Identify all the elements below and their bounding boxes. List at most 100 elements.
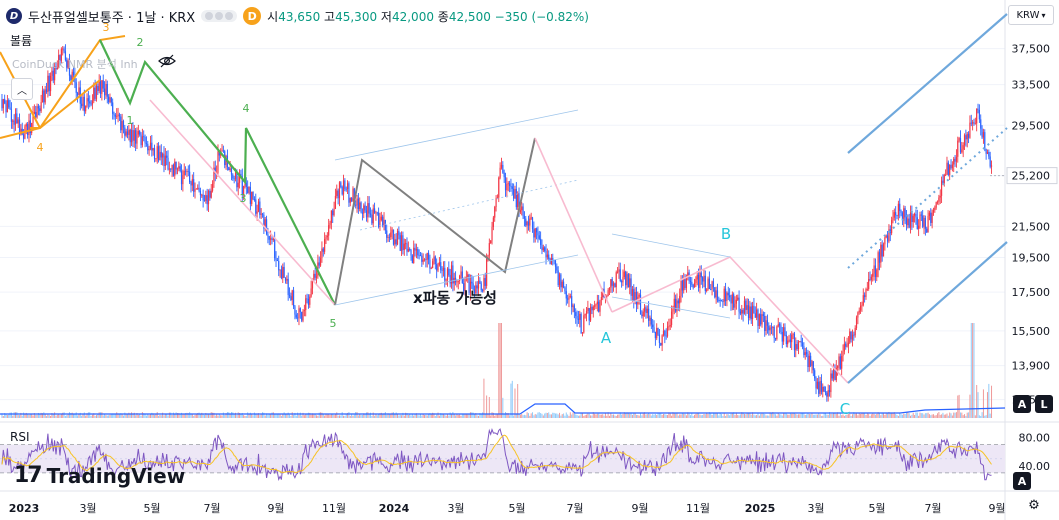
candle-body xyxy=(550,258,553,264)
volume-bar xyxy=(914,415,916,418)
settings-gear-icon[interactable]: ⚙ xyxy=(1028,497,1040,513)
rsi-tick-label: 80.00 xyxy=(1019,432,1051,445)
rsi-indicator-label[interactable]: RSI xyxy=(10,430,30,444)
candle-body xyxy=(519,210,521,213)
candle-body xyxy=(187,171,189,173)
candle-body xyxy=(633,289,635,301)
candle-body xyxy=(113,113,115,116)
candle-body xyxy=(28,120,30,135)
volume-bar xyxy=(681,413,683,418)
volume-bar xyxy=(891,412,893,418)
candle-body xyxy=(529,218,531,226)
candle-body xyxy=(903,208,905,221)
candle-body xyxy=(880,244,882,263)
candle-body xyxy=(584,314,586,316)
elliott-orange-line xyxy=(0,35,126,139)
candle-body xyxy=(461,271,463,284)
candle-body xyxy=(868,279,870,289)
currency-selector[interactable]: KRW ▾ xyxy=(1008,5,1054,25)
volume-bar xyxy=(888,412,890,418)
volume-bar xyxy=(13,412,15,418)
candle-body xyxy=(483,278,485,291)
volume-bar xyxy=(652,414,654,418)
candle-body xyxy=(153,148,156,159)
volume-bar xyxy=(217,415,219,418)
volume-bar xyxy=(953,412,955,418)
candle-body xyxy=(436,264,438,271)
candle-body xyxy=(182,175,184,185)
volume-bar xyxy=(536,414,538,418)
candle-body xyxy=(885,235,887,238)
volume-bar xyxy=(32,415,34,418)
candle-body xyxy=(928,212,931,217)
candle-body xyxy=(865,289,867,298)
volume-bar xyxy=(797,414,799,418)
candle-body xyxy=(415,249,418,251)
volume-bar xyxy=(538,412,540,418)
status-dots[interactable] xyxy=(201,10,238,22)
volume-bar xyxy=(785,413,787,418)
volume-bar xyxy=(537,412,539,418)
candle-body xyxy=(849,331,851,343)
volume-bar xyxy=(546,412,548,418)
volume-bar xyxy=(802,412,804,418)
volume-bar xyxy=(540,413,542,418)
candle-body xyxy=(20,128,22,135)
log-scale-button[interactable]: L xyxy=(1035,395,1053,413)
candle-body xyxy=(8,100,10,108)
candle-body xyxy=(271,238,273,240)
volume-bar xyxy=(321,412,323,418)
candle-body xyxy=(217,151,219,173)
rsi-auto-scale-button[interactable]: A xyxy=(1013,472,1031,490)
hide-eye-icon[interactable] xyxy=(158,54,176,68)
volume-bar xyxy=(391,412,393,418)
volume-bar xyxy=(595,414,597,418)
candle-body xyxy=(324,239,326,252)
candle-body xyxy=(476,285,478,289)
volume-bar xyxy=(676,412,678,418)
volume-bar xyxy=(600,414,602,418)
candle-body xyxy=(787,340,789,345)
symbol-logo[interactable]: D xyxy=(6,8,22,24)
volume-bar xyxy=(455,415,457,418)
volume-bar xyxy=(383,413,385,418)
volume-bar xyxy=(760,413,762,418)
candle-body xyxy=(953,158,955,165)
volume-bar xyxy=(275,413,277,418)
candle-body xyxy=(660,342,662,346)
volume-bar xyxy=(434,415,436,418)
tradingview-logo[interactable]: 17 TradingView xyxy=(14,463,185,488)
candle-body xyxy=(110,97,112,103)
candle-body xyxy=(298,308,300,318)
volume-bar xyxy=(851,414,853,418)
volume-indicator-label[interactable]: 볼륨 xyxy=(10,34,33,48)
candle-body xyxy=(805,352,808,355)
candle-body xyxy=(807,354,809,368)
candle-body xyxy=(502,164,504,173)
volume-bar xyxy=(627,412,629,418)
volume-bar xyxy=(278,413,280,418)
volume-bar xyxy=(158,415,160,418)
volume-bar xyxy=(733,412,735,418)
candle-body xyxy=(348,183,350,203)
collapse-legend-button[interactable]: ︿ xyxy=(11,78,33,100)
candle-body xyxy=(278,260,280,271)
candle-body xyxy=(650,317,652,325)
candle-body xyxy=(441,270,443,271)
candle-body xyxy=(711,281,713,290)
symbol-title[interactable]: 두산퓨얼셀보통주 · 1날 · KRX xyxy=(28,10,196,26)
auto-scale-button[interactable]: A xyxy=(1013,395,1031,413)
candle-body xyxy=(71,71,73,80)
volume-bar xyxy=(833,412,835,418)
volume-bar xyxy=(260,413,262,418)
candle-body xyxy=(78,87,80,96)
volume-bar xyxy=(750,414,752,418)
volume-bar xyxy=(414,414,416,418)
candle-body xyxy=(63,48,65,52)
volume-bar xyxy=(581,412,583,418)
volume-bar xyxy=(483,378,485,418)
delayed-data-badge[interactable]: D xyxy=(243,7,262,25)
candle-body xyxy=(14,113,17,125)
volume-bar xyxy=(861,413,863,418)
